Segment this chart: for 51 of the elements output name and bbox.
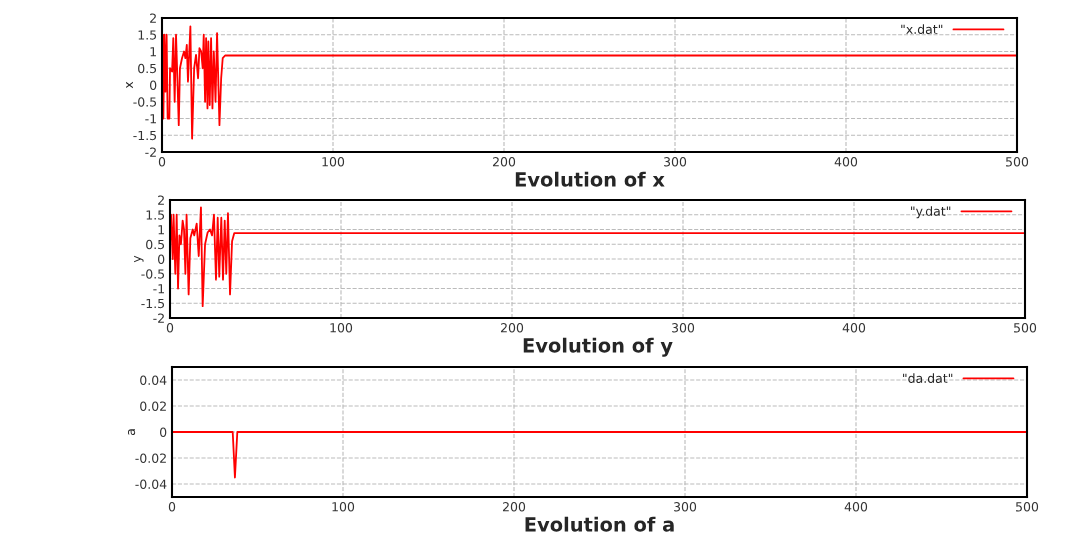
y-tick-label: 0 (160, 427, 167, 437)
y-tick-label: 0.5 (138, 63, 157, 74)
x-tick-label: 200 (502, 502, 526, 512)
line-series (170, 206, 1025, 308)
y-tick-label: 0.5 (146, 239, 165, 250)
x-tick-label: 500 (1006, 157, 1029, 167)
y-axis-title: y (134, 255, 144, 263)
x-axis-title: Evolution of a (525, 516, 674, 532)
x-tick-label: 100 (332, 502, 355, 512)
line-series (162, 25, 1017, 140)
y-tick-label: 0.04 (140, 375, 167, 385)
x-tick-label: 300 (672, 323, 695, 333)
y-tick-label: 1 (150, 47, 156, 57)
y-tick-label: 2 (150, 13, 156, 23)
y-tick-label: -2 (145, 147, 156, 157)
x-tick-label: 400 (834, 157, 858, 167)
y-tick-label: 1.5 (138, 30, 157, 40)
x-tick-label: 200 (500, 323, 524, 333)
x-tick-label: 300 (674, 502, 697, 512)
y-tick-label: -0.5 (133, 97, 157, 107)
x-tick-label: 0 (166, 323, 174, 333)
y-tick-label: -1 (145, 114, 156, 124)
x-tick-label: 100 (330, 323, 353, 333)
y-tick-label: -0.5 (141, 269, 165, 279)
x-axis-title: Evolution of x (515, 171, 665, 187)
y-tick-label: 0.02 (140, 401, 166, 411)
legend-label: "y.dat" (911, 206, 951, 219)
y-tick-label: 1 (158, 225, 164, 235)
x-tick-label: 500 (1016, 502, 1039, 512)
x-tick-label: 0 (168, 502, 176, 512)
y-tick-label: -1 (153, 284, 164, 294)
y-tick-label: -2 (153, 313, 164, 323)
x-tick-label: 400 (842, 323, 866, 333)
y-tick-label: 0 (150, 80, 157, 90)
y-tick-label: -1.5 (141, 298, 165, 309)
y-axis-title: x (126, 81, 133, 89)
x-tick-label: 400 (844, 502, 868, 512)
x-tick-label: 100 (322, 157, 345, 167)
y-tick-label: 2 (158, 195, 164, 205)
legend-label: "x.dat" (901, 24, 943, 35)
legend-label: "da.dat" (903, 373, 953, 383)
x-tick-label: 500 (1014, 323, 1037, 333)
x-tick-label: 200 (492, 157, 516, 167)
y-tick-label: 0 (158, 254, 165, 264)
y-tick-label: -1.5 (133, 130, 157, 141)
y-tick-label: -0.02 (135, 453, 166, 463)
x-axis-title: Evolution of y (523, 337, 673, 357)
y-tick-label: 1.5 (146, 210, 165, 220)
y-axis-title: a (127, 429, 136, 436)
y-tick-label: -0.04 (135, 479, 167, 489)
x-tick-label: 300 (664, 157, 687, 167)
